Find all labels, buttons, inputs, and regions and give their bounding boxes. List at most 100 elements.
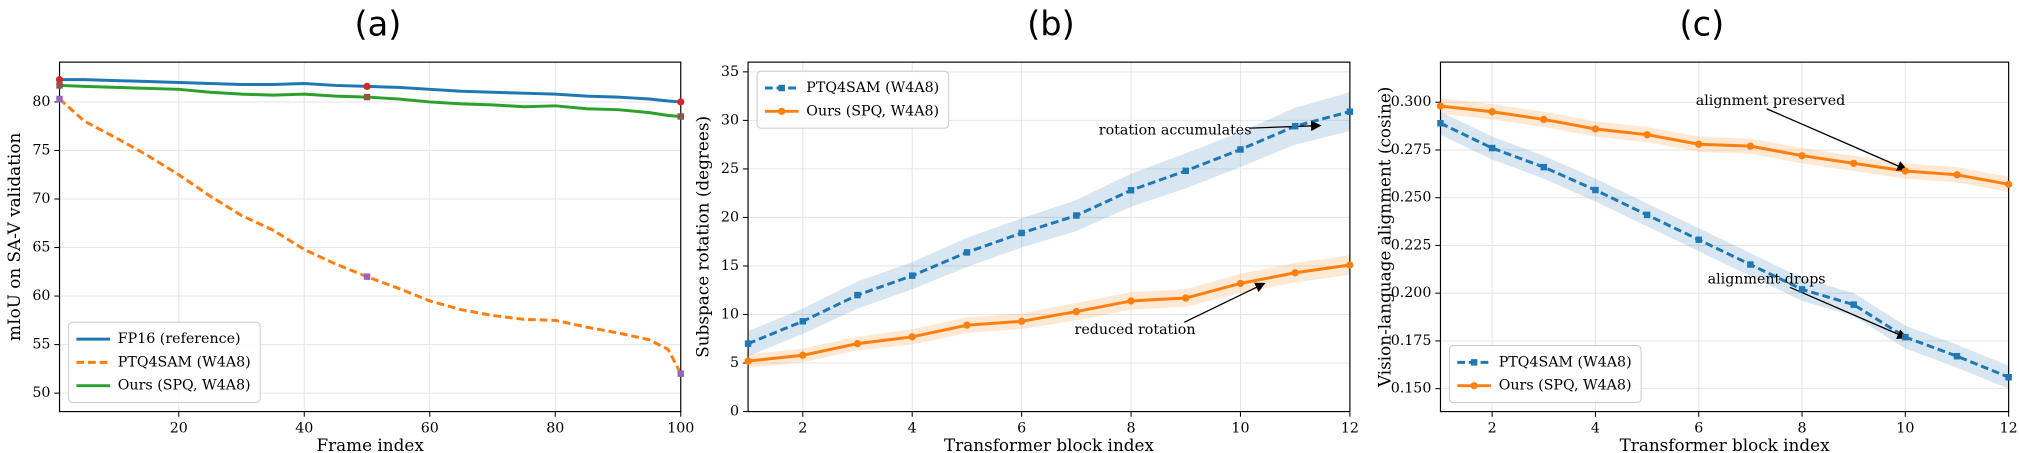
x-axis-label: Frame index (316, 435, 424, 453)
data-point (1643, 211, 1651, 219)
y-tick-label: 0.225 (1391, 237, 1432, 253)
data-point (1291, 269, 1299, 277)
x-tick-label: 20 (170, 420, 188, 436)
data-point (1346, 108, 1354, 115)
data-point (1746, 142, 1755, 150)
data-point (1798, 286, 1806, 293)
highlight-point (677, 113, 685, 120)
panel-title: (c) (1680, 4, 1725, 43)
x-tick-label: 80 (546, 420, 564, 436)
series-line (59, 83, 681, 118)
annotation: rotation accumulates (1099, 123, 1252, 139)
highlight-point (363, 82, 371, 91)
y-tick-label: 65 (32, 240, 50, 256)
x-axis-label: Transformer block index (944, 435, 1155, 453)
panel-title: (a) (354, 4, 401, 43)
data-point (1346, 261, 1354, 269)
x-tick-label: 12 (1341, 420, 1359, 436)
data-point (1540, 163, 1548, 171)
y-tick-label: 25 (721, 161, 739, 177)
data-point (1591, 125, 1600, 133)
annotation-arrow (1183, 282, 1266, 323)
data-point (2005, 373, 2012, 381)
data-point (1953, 352, 1961, 360)
data-point (2005, 180, 2013, 188)
data-point (1018, 229, 1025, 237)
legend-box (756, 70, 950, 129)
data-point (1850, 301, 1857, 308)
data-point (799, 351, 807, 359)
data-point (1695, 236, 1702, 243)
x-tick-label: 8 (1798, 420, 1807, 436)
highlight-point (677, 98, 685, 106)
data-point (908, 272, 916, 279)
data-point (1747, 261, 1754, 268)
y-tick-label: 50 (32, 385, 50, 401)
highlight-point (363, 93, 371, 101)
data-point (1236, 279, 1245, 288)
data-point (1237, 146, 1244, 153)
plot-area (1440, 98, 2009, 389)
y-tick-label: 55 (32, 337, 50, 353)
data-point (1643, 131, 1651, 139)
annotation-arrow (1789, 286, 1908, 339)
data-point (1017, 317, 1026, 325)
data-point (908, 333, 916, 341)
data-point (1127, 297, 1135, 305)
annotation-arrow (1250, 120, 1322, 132)
series-line (748, 263, 1350, 363)
data-point (1592, 186, 1599, 194)
y-tick-label: 0.175 (1391, 333, 1432, 349)
legend-marker (1470, 382, 1478, 390)
data-point (1488, 144, 1496, 152)
x-tick-label: 10 (1231, 420, 1249, 436)
data-point (1291, 122, 1299, 130)
data-point (1695, 140, 1703, 148)
data-point (1437, 120, 1444, 127)
highlight-point (56, 82, 63, 89)
data-point (963, 249, 971, 256)
y-axis-label: Subspace rotation (degrees) (693, 116, 713, 358)
data-point (1901, 167, 1909, 175)
legend-box (68, 321, 261, 404)
panel: (b) 2 4 6 8 10 12 0 5 10 15 20 25 30 35 Transformer blo… (693, 4, 1359, 453)
data-point (1127, 187, 1135, 194)
y-tick-label: 80 (32, 94, 50, 110)
legend-label: FP16 (reference) (118, 331, 241, 347)
x-axis-label: Transformer block index (1620, 435, 1831, 453)
data-point (744, 340, 752, 347)
legend-label: PTQ4SAM (W4A8) (806, 80, 939, 96)
x-tick-label: 4 (1591, 420, 1600, 436)
highlight-point (55, 75, 64, 84)
data-point (853, 340, 862, 348)
y-axis-label: mIoU on SA-V validation (4, 133, 24, 341)
error-band (748, 92, 1350, 357)
y-tick-label: 0 (730, 404, 739, 420)
x-tick-label: 8 (1127, 420, 1136, 436)
y-tick-label: 60 (32, 288, 50, 304)
x-tick-label: 6 (1017, 420, 1026, 436)
axes-frame (58, 61, 682, 413)
axes-frame (747, 61, 1351, 413)
x-tick-label: 2 (798, 420, 807, 436)
y-tick-label: 0.200 (1391, 285, 1432, 301)
x-tick-label: 12 (2000, 420, 2018, 436)
x-tick-label: 6 (1694, 420, 1703, 436)
y-tick-label: 0.300 (1391, 94, 1432, 110)
data-point (854, 291, 861, 299)
data-point (1540, 115, 1548, 124)
annotation: alignment preserved (1696, 93, 1845, 109)
legend-label: PTQ4SAM (W4A8) (1499, 354, 1632, 370)
legend-label: Ours (SPQ, W4A8) (118, 378, 251, 394)
data-point (799, 318, 807, 325)
data-point (1953, 171, 1961, 179)
series-line (748, 110, 1350, 346)
data-point (963, 321, 971, 329)
plot-area (59, 78, 681, 375)
y-tick-label: 20 (721, 209, 739, 225)
x-tick-label: 2 (1488, 420, 1497, 436)
data-point (1072, 307, 1080, 316)
y-tick-label: 5 (730, 355, 739, 371)
highlight-point (363, 273, 371, 280)
highlight-point (56, 95, 63, 103)
